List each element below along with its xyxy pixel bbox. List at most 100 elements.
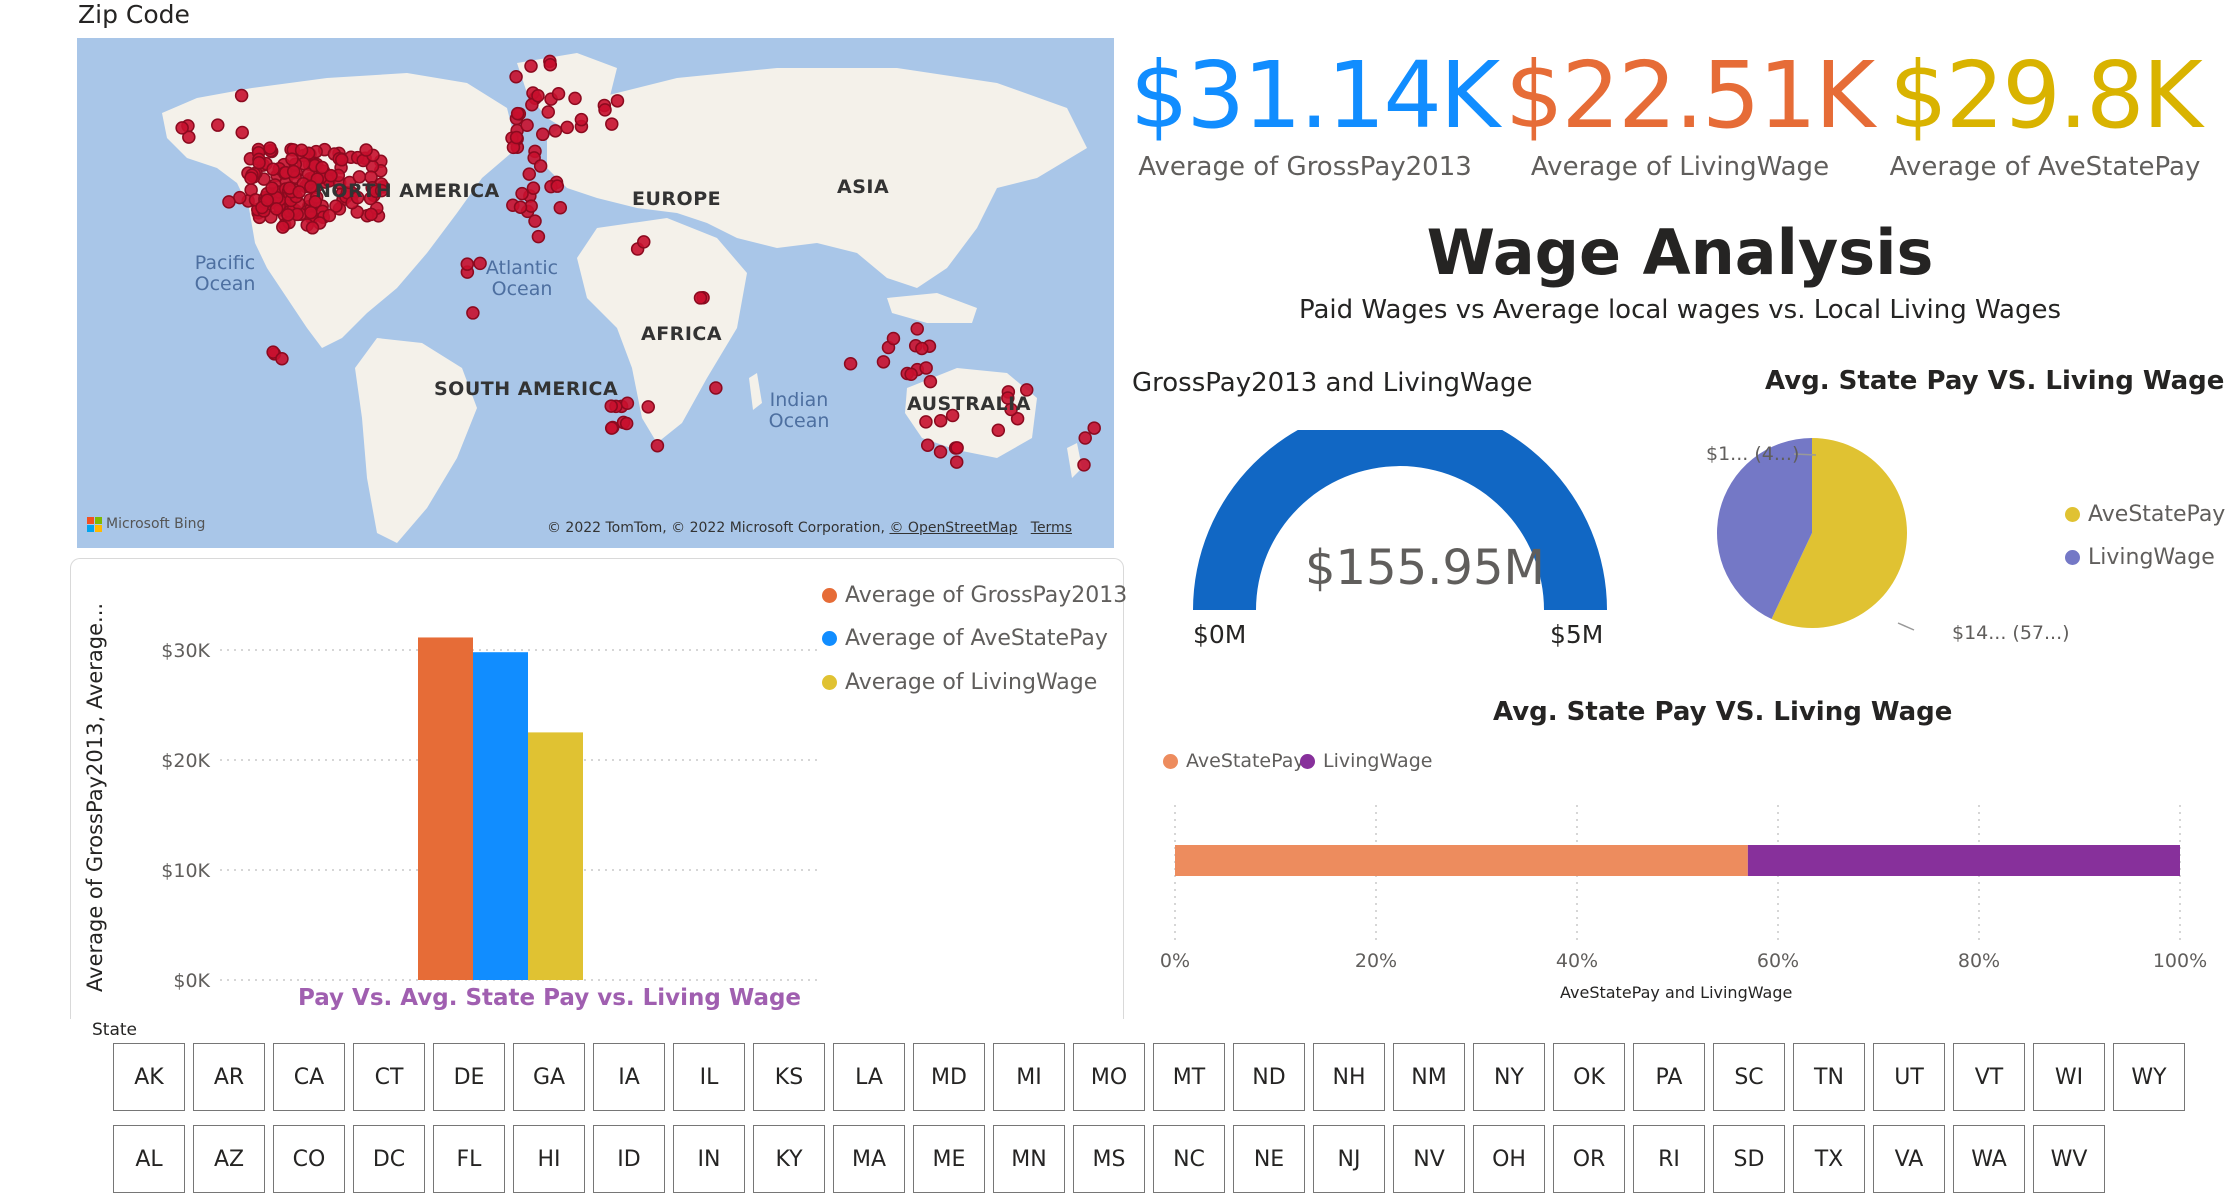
map-marker[interactable]: [522, 167, 537, 181]
map-marker[interactable]: [266, 345, 280, 359]
osm-link[interactable]: © OpenStreetMap: [889, 520, 1018, 536]
map-marker[interactable]: [286, 164, 301, 179]
state-slicer-button[interactable]: OK: [1553, 1043, 1625, 1111]
state-slicer-button[interactable]: SC: [1713, 1043, 1785, 1111]
map-marker[interactable]: [619, 416, 634, 431]
map-marker[interactable]: [260, 193, 275, 207]
map-marker[interactable]: [526, 181, 541, 195]
state-slicer-button[interactable]: MI: [993, 1043, 1065, 1111]
map-marker[interactable]: [292, 185, 306, 199]
stacked-bar-segment[interactable]: [1747, 845, 2180, 876]
map-marker[interactable]: [945, 408, 960, 423]
map-marker[interactable]: [304, 205, 318, 220]
state-slicer-button[interactable]: IN: [673, 1125, 745, 1193]
map-marker[interactable]: [543, 57, 558, 72]
map-marker[interactable]: [919, 361, 933, 375]
state-slicer-button[interactable]: RI: [1633, 1125, 1705, 1193]
stacked-legend-item[interactable]: LivingWage: [1300, 750, 1432, 772]
state-slicer-button[interactable]: OR: [1553, 1125, 1625, 1193]
map-marker[interactable]: [610, 94, 625, 108]
column-chart[interactable]: $0K $10K $20K $30K: [120, 600, 840, 1000]
map-marker[interactable]: [235, 125, 249, 140]
map-marker[interactable]: [324, 168, 338, 183]
column-bar[interactable]: [418, 637, 473, 980]
map-marker[interactable]: [548, 124, 563, 138]
pie-legend-item[interactable]: AveStatePay: [2065, 502, 2225, 527]
state-slicer-button[interactable]: ME: [913, 1125, 985, 1193]
map-marker[interactable]: [693, 291, 708, 305]
state-slicer-button[interactable]: UT: [1873, 1043, 1945, 1111]
map-marker[interactable]: [460, 257, 475, 271]
state-slicer-button[interactable]: NM: [1393, 1043, 1465, 1111]
map-marker[interactable]: [598, 103, 612, 117]
map-marker[interactable]: [329, 199, 343, 213]
map-marker[interactable]: [473, 256, 487, 271]
state-slicer-button[interactable]: OH: [1473, 1125, 1545, 1193]
state-slicer-button[interactable]: TX: [1793, 1125, 1865, 1193]
state-slicer-button[interactable]: DC: [353, 1125, 425, 1193]
map-marker[interactable]: [509, 70, 523, 84]
map-marker[interactable]: [269, 202, 284, 216]
state-slicer-button[interactable]: PA: [1633, 1043, 1705, 1111]
map-marker[interactable]: [182, 130, 196, 144]
map-marker[interactable]: [466, 306, 480, 320]
map-marker[interactable]: [211, 118, 225, 132]
state-slicer-button[interactable]: AZ: [193, 1125, 265, 1193]
state-slicer-button[interactable]: MT: [1153, 1043, 1225, 1111]
state-slicer-button[interactable]: MS: [1073, 1125, 1145, 1193]
map-marker[interactable]: [510, 106, 525, 121]
map-marker[interactable]: [322, 208, 337, 223]
state-slicer-button[interactable]: WA: [1953, 1125, 2025, 1193]
map-marker[interactable]: [275, 352, 289, 366]
state-slicer-button[interactable]: NV: [1393, 1125, 1465, 1193]
map-marker[interactable]: [304, 179, 318, 194]
map-marker[interactable]: [950, 441, 964, 455]
map-marker[interactable]: [641, 400, 655, 414]
state-slicer-button[interactable]: VT: [1953, 1043, 2025, 1111]
column-legend-item[interactable]: Average of LivingWage: [822, 670, 1097, 695]
state-slicer-button[interactable]: KS: [753, 1043, 825, 1111]
map-marker[interactable]: [352, 170, 367, 184]
map-marker[interactable]: [923, 374, 938, 389]
map-marker[interactable]: [252, 155, 266, 170]
state-slicer-button[interactable]: NE: [1233, 1125, 1305, 1193]
map-marker[interactable]: [553, 200, 568, 215]
map-marker[interactable]: [637, 235, 651, 249]
map-marker[interactable]: [933, 445, 948, 459]
map-marker[interactable]: [949, 455, 964, 469]
state-slicer-button[interactable]: CA: [273, 1043, 345, 1111]
map-marker[interactable]: [513, 200, 528, 214]
map-markers[interactable]: [175, 54, 1101, 472]
state-slicer-button[interactable]: WI: [2033, 1043, 2105, 1111]
map-marker[interactable]: [550, 179, 565, 193]
map-marker[interactable]: [285, 152, 299, 166]
map-marker[interactable]: [620, 396, 635, 410]
map-marker[interactable]: [1001, 391, 1015, 405]
state-slicer-button[interactable]: SD: [1713, 1125, 1785, 1193]
state-slicer-button[interactable]: NY: [1473, 1043, 1545, 1111]
map-marker[interactable]: [276, 220, 290, 234]
state-slicer-button[interactable]: GA: [513, 1043, 585, 1111]
map-marker[interactable]: [281, 208, 295, 222]
map-marker[interactable]: [364, 207, 378, 222]
state-slicer-button[interactable]: NC: [1153, 1125, 1225, 1193]
map-marker[interactable]: [531, 88, 545, 103]
state-slicer-button[interactable]: ND: [1233, 1043, 1305, 1111]
state-slicer-button[interactable]: MO: [1073, 1043, 1145, 1111]
map-marker[interactable]: [650, 438, 665, 453]
map-marker[interactable]: [915, 341, 929, 356]
gauge-chart[interactable]: [1190, 430, 1610, 645]
state-slicer-button[interactable]: AL: [113, 1125, 185, 1193]
map-marker[interactable]: [541, 105, 555, 119]
map-marker[interactable]: [709, 381, 723, 395]
map-marker[interactable]: [342, 175, 357, 190]
map-marker[interactable]: [1010, 411, 1025, 426]
map-marker[interactable]: [920, 438, 935, 452]
state-slicer-button[interactable]: IL: [673, 1043, 745, 1111]
map-marker[interactable]: [528, 214, 542, 228]
map-marker[interactable]: [175, 121, 189, 135]
map-marker[interactable]: [991, 423, 1006, 437]
map-marker[interactable]: [536, 127, 550, 142]
pie-slice[interactable]: [1717, 438, 1812, 619]
state-slicer-button[interactable]: AK: [113, 1043, 185, 1111]
